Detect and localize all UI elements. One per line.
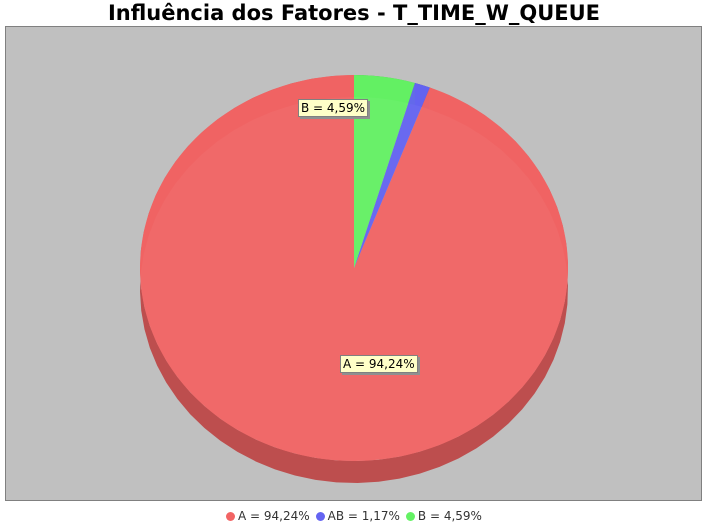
slice-label-a: A = 94,24% — [340, 355, 418, 373]
legend-item-b: B = 4,59% — [405, 509, 482, 523]
pie-slice-b — [354, 75, 415, 268]
legend-swatch-b — [405, 511, 415, 521]
legend-swatch-ab — [315, 511, 325, 521]
slice-label-b: B = 4,59% — [298, 99, 369, 117]
legend-item-ab: AB = 1,17% — [315, 509, 400, 523]
legend-label-a: A = 94,24% — [238, 509, 310, 523]
pie-slice-a — [140, 75, 569, 461]
chart-title: Influência dos Fatores - T_TIME_W_QUEUE — [107, 1, 601, 25]
legend-label-b: B = 4,59% — [417, 509, 482, 523]
legend-label-ab: AB = 1,17% — [327, 509, 400, 523]
pie-slice-ab — [354, 82, 430, 268]
legend-item-a: A = 94,24% — [226, 509, 310, 523]
legend-swatch-a — [226, 511, 236, 521]
legend: A = 94,24% AB = 1,17% B = 4,59% — [0, 509, 708, 523]
